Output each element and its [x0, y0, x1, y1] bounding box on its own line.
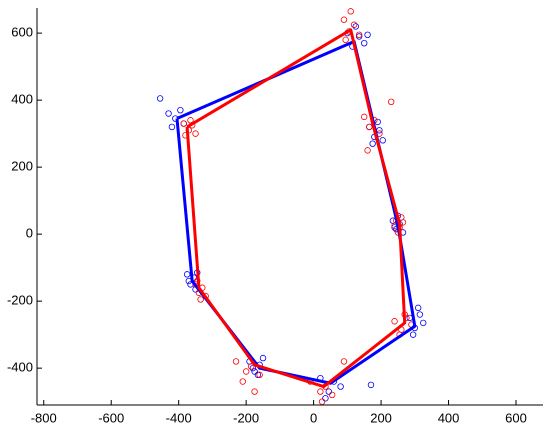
scatter-point [414, 304, 422, 312]
scatter-point [249, 364, 257, 372]
scatter-point [318, 398, 326, 405]
scatter-point [347, 8, 354, 15]
scatter-point [391, 318, 398, 325]
scatter-point [337, 383, 344, 390]
y-tick-label: 0 [26, 226, 33, 241]
scatter-point [388, 98, 395, 106]
x-tick-label: -600 [98, 410, 124, 425]
scatter-point [187, 117, 194, 124]
scatter-point [361, 113, 368, 121]
scatter-point [317, 388, 324, 395]
scatter-point [251, 388, 258, 395]
scatter-point [248, 363, 255, 370]
scatter-point [177, 106, 184, 114]
x-tick-label: 400 [438, 410, 460, 425]
scatter-point [254, 371, 262, 379]
x-tick-label: -200 [233, 410, 259, 425]
scatter-point [197, 296, 204, 303]
scatter-point [361, 39, 368, 47]
polygon-line [175, 40, 417, 385]
scatter-point [366, 123, 373, 131]
scatter-point [355, 33, 363, 40]
scatter-point [340, 358, 348, 365]
scatter-point [180, 120, 187, 127]
scatter-point [352, 23, 359, 30]
scatter-point [355, 31, 363, 39]
scatter-point [369, 140, 376, 147]
scatter-point [322, 395, 329, 402]
x-tick-label: 200 [370, 410, 392, 425]
x-tick-label: 600 [505, 410, 527, 425]
polygon-line [185, 28, 407, 389]
scatter-point [379, 137, 386, 144]
x-tick-label: -400 [166, 410, 192, 425]
scatter-point [420, 319, 427, 327]
y-tick-label: 200 [11, 159, 33, 174]
scatter-point [367, 381, 375, 389]
scatter-point [256, 371, 263, 379]
x-tick-label: 0 [310, 410, 317, 425]
x-tick-label: -800 [31, 410, 57, 425]
scatter-point [325, 388, 332, 395]
scatter-point [340, 16, 348, 23]
scatter-point [364, 147, 371, 154]
scatter-point [350, 21, 358, 28]
scatter-point [251, 368, 258, 375]
scatter-point [409, 331, 417, 338]
y-tick-label: 600 [11, 25, 33, 40]
scatter-point [328, 391, 336, 399]
scatter-point [259, 354, 267, 362]
y-tick-label: 400 [11, 92, 33, 107]
scatter-point [239, 378, 246, 385]
scatter-point [165, 110, 172, 117]
y-tick-label: -400 [7, 360, 33, 375]
scatter-point [342, 36, 349, 44]
scatter-point [364, 31, 371, 39]
scatter-point [156, 95, 164, 102]
scatter-point [183, 271, 191, 278]
scatter-point [242, 368, 250, 375]
y-tick-label: -200 [7, 293, 33, 308]
scatter-point [416, 311, 424, 318]
scatter-point [168, 123, 176, 131]
scatter-point [232, 358, 240, 365]
scatter-point [374, 118, 381, 126]
scatter-point [192, 130, 199, 137]
